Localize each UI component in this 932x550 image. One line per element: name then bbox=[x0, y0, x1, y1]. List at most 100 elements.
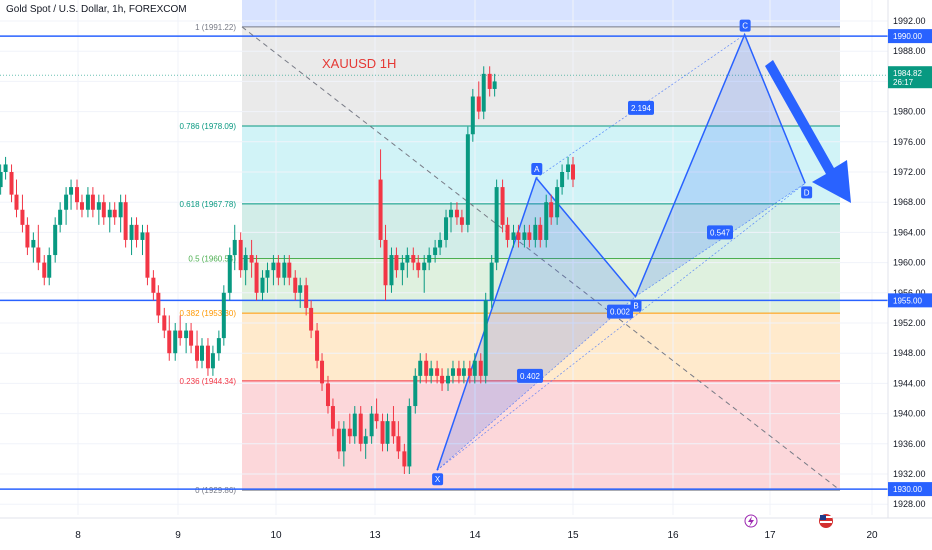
candle-body bbox=[156, 292, 161, 316]
chart-title: Gold Spot / U.S. Dollar, 1h, FOREXCOM bbox=[6, 4, 187, 15]
y-tick-label: 1952.00 bbox=[893, 318, 926, 328]
y-tick-label: 1940.00 bbox=[893, 409, 926, 419]
candle-body bbox=[167, 330, 172, 354]
candle-body bbox=[433, 247, 438, 256]
candle-body bbox=[516, 232, 521, 240]
candle-body bbox=[227, 255, 232, 293]
candle-body bbox=[58, 209, 63, 225]
candle-body bbox=[298, 285, 303, 293]
candle-body bbox=[544, 202, 549, 240]
price-tag-label: 1990.00 bbox=[893, 32, 922, 41]
candle-body bbox=[407, 406, 412, 467]
candle-body bbox=[405, 255, 410, 263]
y-tick-label: 1944.00 bbox=[893, 378, 926, 388]
x-tick-label: 16 bbox=[667, 530, 679, 541]
price-tag-label: 1955.00 bbox=[893, 296, 922, 305]
candle-body bbox=[184, 330, 189, 339]
candle-body bbox=[216, 338, 221, 354]
x-tick-label: 15 bbox=[567, 530, 579, 541]
x-tick-label: 17 bbox=[764, 530, 776, 541]
candle-body bbox=[320, 360, 325, 384]
fib-label: 1 (1991.22) bbox=[195, 23, 236, 32]
candle-body bbox=[481, 73, 486, 112]
price-tag-label: 1930.00 bbox=[893, 485, 922, 494]
candle-body bbox=[383, 239, 388, 286]
symbol-label: XAUUSD 1H bbox=[322, 56, 397, 71]
x-tick-label: 14 bbox=[469, 530, 481, 541]
candles bbox=[0, 66, 576, 474]
us-flag-stripe bbox=[820, 521, 832, 523]
pattern-ratio-badge bbox=[707, 225, 733, 240]
candle-body bbox=[162, 315, 167, 331]
candle-body bbox=[210, 353, 215, 369]
candle-body bbox=[243, 255, 248, 271]
fib-zone bbox=[242, 380, 840, 491]
candle-body bbox=[470, 96, 475, 135]
candle-body bbox=[400, 262, 405, 271]
y-tick-label: 1956.00 bbox=[893, 288, 926, 298]
x-tick-label: 10 bbox=[270, 530, 282, 541]
candle-body bbox=[358, 413, 363, 444]
candle-body bbox=[107, 209, 112, 218]
candle-body bbox=[533, 224, 538, 240]
candle-body bbox=[483, 300, 488, 376]
y-tick-label: 1948.00 bbox=[893, 348, 926, 358]
candle-body bbox=[505, 224, 510, 240]
candle-body bbox=[465, 134, 470, 225]
candle-body bbox=[555, 187, 560, 218]
candle-body bbox=[205, 345, 210, 369]
candle-body bbox=[422, 262, 427, 271]
candle-body bbox=[36, 247, 41, 263]
candle-body bbox=[448, 209, 453, 218]
price-tag bbox=[888, 482, 932, 497]
y-tick-label: 1980.00 bbox=[893, 107, 926, 117]
candle-body bbox=[282, 262, 287, 278]
pattern-point-marker bbox=[630, 299, 642, 312]
candle-body bbox=[352, 413, 357, 437]
candle-body bbox=[276, 262, 281, 278]
fib-label: 0.618 (1967.78) bbox=[180, 200, 237, 209]
candle-body bbox=[511, 232, 516, 240]
candle-body bbox=[418, 360, 423, 376]
candle-body bbox=[260, 277, 265, 293]
price-axis bbox=[888, 0, 932, 550]
candle-body bbox=[96, 202, 101, 210]
y-tick-label: 1976.00 bbox=[893, 137, 926, 147]
candle-body bbox=[478, 360, 483, 376]
candle-body bbox=[0, 172, 3, 188]
candle-body bbox=[549, 202, 554, 218]
candle-body bbox=[42, 262, 47, 278]
candle-body bbox=[538, 224, 543, 240]
candle-body bbox=[112, 209, 117, 218]
fib-label: 0.236 (1944.34) bbox=[180, 377, 237, 386]
candle-body bbox=[456, 368, 461, 376]
candle-body bbox=[20, 209, 25, 225]
y-tick-label: 1928.00 bbox=[893, 499, 926, 509]
candle-body bbox=[118, 202, 123, 218]
fib-label: 0.5 (1960.54) bbox=[188, 255, 236, 264]
candle-body bbox=[380, 421, 385, 444]
candle-body bbox=[435, 368, 440, 376]
pattern-ratio-line bbox=[436, 183, 806, 471]
candle-body bbox=[450, 368, 455, 376]
candle-body bbox=[472, 360, 477, 376]
candle-body bbox=[325, 383, 330, 407]
candle-body bbox=[69, 187, 74, 195]
candle-body bbox=[487, 73, 492, 89]
x-tick-label: 9 bbox=[175, 530, 181, 541]
candle-body bbox=[173, 330, 178, 354]
candle-body bbox=[200, 345, 204, 361]
candle-body bbox=[9, 172, 14, 195]
pattern-point-marker bbox=[739, 19, 751, 32]
candle-body bbox=[402, 451, 407, 467]
candle-body bbox=[363, 436, 368, 444]
fib-label: 0.382 (1953.30) bbox=[180, 309, 237, 318]
candle-body bbox=[221, 292, 226, 339]
candle-body bbox=[341, 428, 346, 452]
y-tick-label: 1972.00 bbox=[893, 167, 926, 177]
candle-body bbox=[145, 232, 150, 278]
candle-body bbox=[444, 217, 449, 240]
y-tick-label: 1992.00 bbox=[893, 16, 926, 26]
pattern-ratio-badge bbox=[517, 368, 543, 383]
